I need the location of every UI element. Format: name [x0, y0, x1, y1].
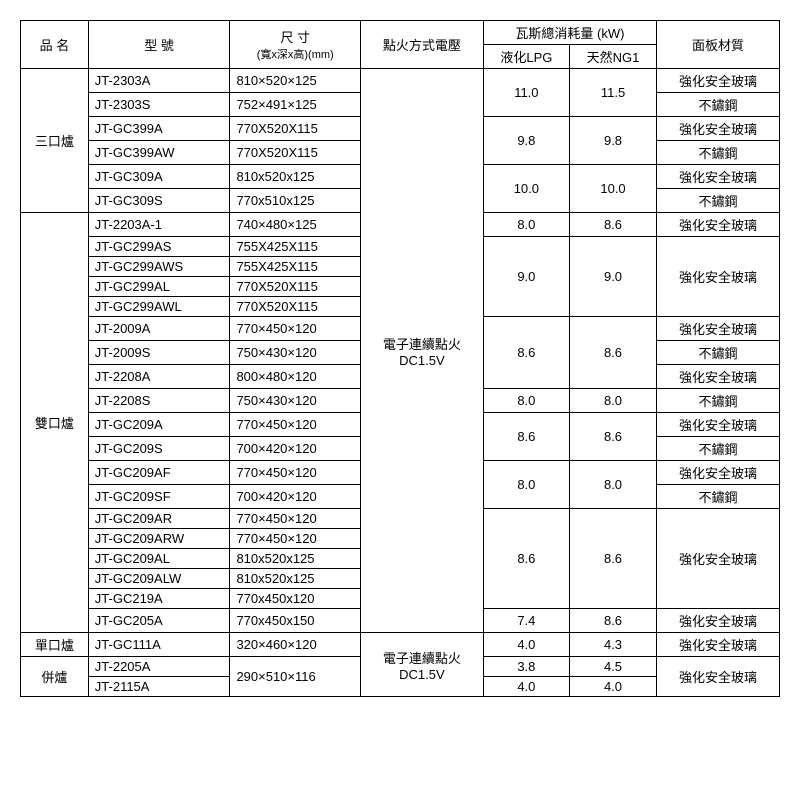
spec-table: 品 名 型 號 尺 寸 (寬x深x高)(mm) 點火方式電壓 瓦斯總消耗量 (k… [20, 20, 780, 697]
cat-combo: 併爐 [21, 657, 89, 697]
cat-one: 單口爐 [21, 633, 89, 657]
hdr-ng1: 天然NG1 [569, 45, 656, 69]
hdr-gas: 瓦斯總消耗量 (kW) [483, 21, 656, 45]
cell-ignition2: 電子連續點火DC1.5V [360, 633, 483, 697]
cat-two: 雙口爐 [21, 213, 89, 633]
cell-lpg: 11.0 [483, 69, 569, 117]
cell-model: JT-2303A [88, 69, 230, 93]
hdr-model: 型 號 [88, 21, 230, 69]
hdr-ignition: 點火方式電壓 [360, 21, 483, 69]
cell-panel: 強化安全玻璃 [657, 69, 780, 93]
cell-size: 810×520×125 [230, 69, 361, 93]
cell-ng1: 11.5 [569, 69, 656, 117]
hdr-size: 尺 寸 (寬x深x高)(mm) [230, 21, 361, 69]
cell-ignition: 電子連續點火DC1.5V [360, 69, 483, 633]
hdr-name: 品 名 [21, 21, 89, 69]
cat-three: 三口爐 [21, 69, 89, 213]
hdr-panel: 面板材質 [657, 21, 780, 69]
hdr-lpg: 液化LPG [483, 45, 569, 69]
